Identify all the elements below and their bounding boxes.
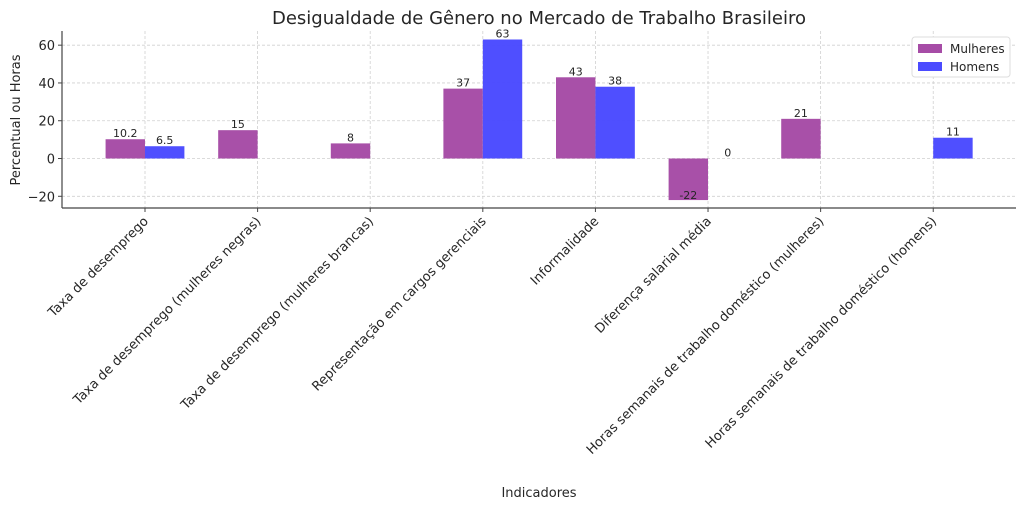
x-axis-label: Indicadores: [501, 486, 576, 501]
legend-swatch-homens: [918, 62, 942, 71]
legend: Mulheres Homens: [911, 36, 1011, 78]
data-label: 0: [724, 147, 731, 160]
bar-homens: [482, 39, 523, 159]
bar-mulheres: [105, 139, 145, 159]
x-tick-label: Representação em cargos gerenciais: [309, 214, 489, 394]
x-tick-label: Informalidade: [528, 214, 602, 288]
bar-mulheres: [781, 118, 821, 159]
bar-mulheres: [556, 77, 596, 159]
y-tick-label: 60: [38, 39, 55, 54]
bar-mulheres: [668, 158, 709, 201]
data-label: 6.5: [156, 134, 174, 147]
bar-homens: [595, 86, 635, 159]
data-label: 43: [569, 65, 583, 78]
x-tick-label: Taxa de desemprego: [45, 214, 152, 321]
x-tick-label: Horas semanais de trabalho doméstico (ho…: [703, 214, 940, 451]
legend-swatch-mulheres: [918, 44, 942, 53]
x-tick-label: Taxa de desemprego (mulheres brancas): [178, 214, 377, 413]
x-tick-label: Horas semanais de trabalho doméstico (mu…: [584, 214, 827, 457]
bar-homens: [933, 137, 973, 159]
legend-label: Mulheres: [950, 42, 1005, 56]
y-tick-label: 20: [38, 115, 55, 130]
bar-mulheres: [330, 143, 371, 159]
y-tick-label: 0: [47, 153, 55, 168]
x-tick-label: Taxa de desemprego (mulheres negras): [70, 214, 264, 408]
data-label: 10.2: [113, 127, 138, 140]
data-label: -22: [679, 189, 697, 202]
data-label: 8: [347, 131, 354, 144]
y-tick-label: −20: [28, 190, 55, 205]
legend-label: Homens: [950, 60, 999, 74]
data-label: 38: [608, 75, 622, 88]
y-tick-label: 40: [38, 77, 55, 92]
bar-mulheres: [218, 130, 258, 159]
data-label: 63: [496, 28, 510, 41]
data-label: 15: [231, 118, 245, 131]
y-axis-label: Percentual ou Horas: [9, 54, 24, 185]
bar-homens: [144, 146, 185, 159]
data-label: 11: [946, 126, 960, 139]
data-label: 21: [794, 107, 808, 120]
bar-mulheres: [443, 88, 483, 159]
chart-title: Desigualdade de Gênero no Mercado de Tra…: [272, 8, 806, 29]
data-label: 37: [456, 77, 470, 90]
x-tick-label: Diferença salarial média: [592, 214, 714, 336]
